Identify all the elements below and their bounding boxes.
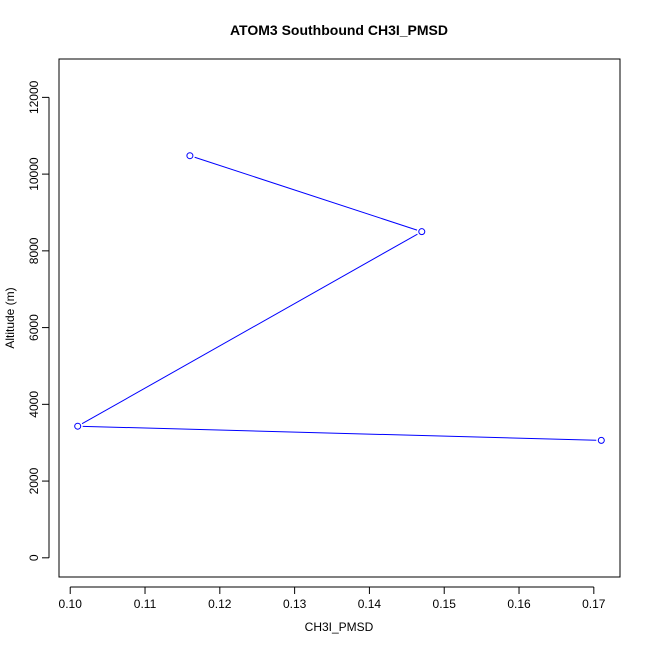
data-point xyxy=(418,228,426,236)
data-point xyxy=(186,152,194,160)
y-tick-label: 8000 xyxy=(27,237,41,264)
series-line-segment xyxy=(194,156,418,231)
x-tick-label: 0.15 xyxy=(433,597,457,611)
series-layer xyxy=(74,152,605,444)
data-point xyxy=(74,422,82,430)
data-point xyxy=(597,436,605,444)
x-tick-label: 0.11 xyxy=(134,597,157,611)
series-line-segment xyxy=(81,233,418,425)
y-tick-label: 0 xyxy=(27,554,41,561)
x-tick-label: 0.10 xyxy=(59,597,83,611)
y-axis: 0 2000 4000 6000 8000 10000 12000 xyxy=(27,80,50,561)
y-tick-label: 12000 xyxy=(27,80,41,114)
y-tick-label: 2000 xyxy=(27,467,41,494)
series-line-segment xyxy=(82,425,597,441)
x-axis-label: CH3I_PMSD xyxy=(305,620,374,634)
x-tick-label: 0.13 xyxy=(283,597,307,611)
plot-frame xyxy=(58,58,621,578)
x-axis: 0.10 0.11 0.12 0.13 0.14 0.15 0.16 0.17 xyxy=(59,586,606,611)
x-tick-label: 0.12 xyxy=(208,597,232,611)
y-tick-label: 6000 xyxy=(27,314,41,341)
x-tick-label: 0.16 xyxy=(507,597,531,611)
y-tick-label: 10000 xyxy=(27,157,41,191)
y-axis-label: Altitude (m) xyxy=(3,287,17,348)
x-tick-label: 0.17 xyxy=(582,597,606,611)
chart-title: ATOM3 Southbound CH3I_PMSD xyxy=(230,22,448,38)
y-tick-label: 4000 xyxy=(27,391,41,418)
x-tick-label: 0.14 xyxy=(358,597,382,611)
